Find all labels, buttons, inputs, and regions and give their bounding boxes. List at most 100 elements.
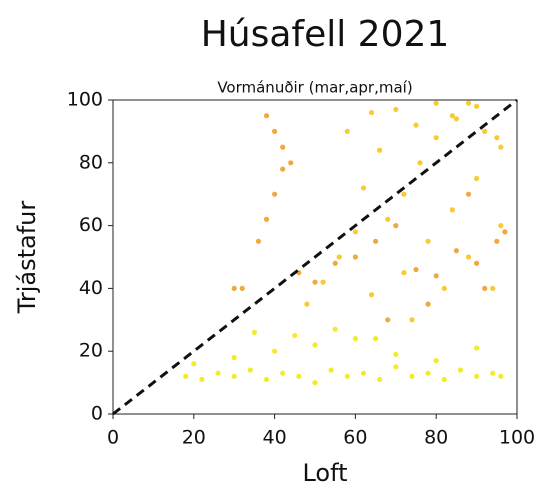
scatter-point	[296, 373, 302, 379]
scatter-point	[413, 266, 419, 273]
scatter-point	[425, 301, 431, 307]
scatter-point	[292, 332, 298, 339]
scatter-point	[498, 144, 504, 150]
scatter-point	[465, 254, 472, 260]
scatter-point	[231, 285, 237, 291]
scatter-point	[377, 147, 383, 153]
scatter-point	[474, 260, 480, 266]
scatter-point	[401, 270, 407, 276]
scatter-point	[401, 191, 407, 197]
x-axis-label: Loft	[302, 459, 347, 487]
scatter-point	[332, 326, 338, 332]
y-tick-label: 20	[79, 340, 103, 362]
scatter-point	[280, 166, 286, 172]
scatter-point	[312, 342, 318, 348]
scatter-point	[474, 103, 480, 109]
scatter-point	[433, 273, 439, 279]
scatter-point	[482, 285, 488, 291]
scatter-point	[385, 216, 391, 222]
scatter-point	[263, 376, 270, 383]
scatter-point	[377, 376, 383, 383]
x-tick-label: 20	[182, 427, 206, 449]
scatter-point	[425, 238, 431, 244]
scatter-point	[344, 128, 350, 134]
scatter-point	[490, 370, 496, 376]
y-tick-label: 80	[79, 151, 103, 173]
y-tick-label: 0	[91, 403, 103, 425]
scatter-point	[360, 185, 367, 191]
scatter-point	[393, 223, 399, 229]
scatter-point	[312, 279, 318, 285]
scatter-point	[199, 376, 205, 383]
scatter-point	[441, 285, 447, 291]
scatter-point	[280, 144, 286, 150]
scatter-point	[352, 336, 358, 342]
scatter-point	[231, 373, 237, 379]
reference-line	[112, 98, 518, 416]
scatter-point	[449, 113, 455, 119]
scatter-point	[373, 336, 379, 342]
scatter-point	[352, 229, 358, 235]
scatter-point	[304, 301, 310, 307]
y-axis-label: Trjástafur	[13, 201, 41, 315]
scatter-point	[413, 122, 419, 128]
scatter-point	[490, 285, 496, 291]
scatter-point	[494, 238, 500, 244]
scatter-point	[385, 317, 391, 323]
scatter-point	[320, 279, 326, 285]
scatter-point	[368, 292, 375, 298]
chart-title: Húsafell 2021	[201, 14, 450, 55]
x-tick-label: 0	[107, 427, 119, 449]
scatter-point	[498, 223, 504, 229]
scatter-point	[474, 345, 480, 351]
scatter-point	[393, 351, 399, 357]
scatter-point	[251, 329, 257, 335]
x-tick-label: 100	[499, 427, 535, 449]
y-tick-label: 100	[67, 89, 103, 111]
scatter-point	[465, 100, 472, 106]
scatter-point	[231, 354, 237, 361]
scatter-point	[191, 361, 197, 367]
scatter-point	[417, 160, 423, 166]
scatter-point	[360, 370, 367, 376]
scatter-point	[425, 370, 431, 376]
scatter-point	[474, 175, 480, 182]
scatter-point	[288, 160, 294, 166]
scatter-point	[255, 238, 262, 244]
scatter-point	[409, 373, 415, 379]
chart-subtitle: Vormánuðir (mar,apr,maí)	[217, 79, 412, 97]
scatter-point	[494, 135, 500, 141]
scatter-point	[328, 367, 334, 373]
scatter-point	[457, 367, 464, 373]
scatter-point	[502, 229, 508, 235]
scatter-point	[332, 260, 338, 266]
scatter-point	[263, 216, 270, 222]
scatter-point	[272, 191, 278, 197]
scatter-point	[441, 376, 447, 383]
scatter-point	[263, 113, 270, 119]
scatter-point	[183, 373, 189, 379]
scatter-point	[482, 128, 488, 134]
scatter-point	[247, 367, 253, 373]
scatter-point	[393, 106, 399, 113]
x-tick-label: 40	[263, 427, 287, 449]
y-tick-label: 40	[79, 277, 103, 299]
scatter-point	[465, 191, 472, 197]
scatter-point	[498, 373, 504, 379]
scatter-point	[409, 317, 415, 323]
scatter-point	[373, 238, 379, 244]
scatter-point	[215, 370, 221, 376]
scatter-point	[239, 285, 245, 291]
scatter-point	[453, 248, 459, 254]
y-tick-label: 60	[79, 214, 103, 236]
scatter-point	[352, 254, 358, 260]
scatter-point	[312, 380, 318, 386]
plot-frame	[112, 99, 518, 415]
scatter-point	[368, 109, 375, 116]
x-tick-label: 80	[424, 427, 448, 449]
x-tick-label: 60	[343, 427, 367, 449]
scatter-point	[272, 348, 278, 354]
scatter-point	[344, 373, 350, 379]
